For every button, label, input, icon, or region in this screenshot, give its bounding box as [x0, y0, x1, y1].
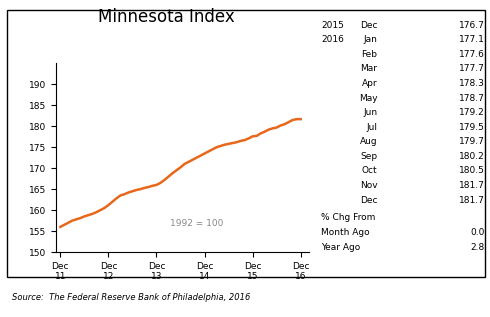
Text: 2015: 2015 — [321, 21, 344, 29]
Text: 177.1: 177.1 — [459, 35, 485, 44]
Text: May: May — [359, 94, 377, 102]
Text: 177.7: 177.7 — [459, 64, 485, 73]
Text: Jan: Jan — [364, 35, 377, 44]
Text: 178.3: 178.3 — [459, 79, 485, 88]
Text: Feb: Feb — [361, 50, 377, 59]
Text: 176.7: 176.7 — [459, 21, 485, 29]
Text: Source:  The Federal Reserve Bank of Philadelphia, 2016: Source: The Federal Reserve Bank of Phil… — [12, 293, 250, 302]
Text: Month Ago: Month Ago — [321, 228, 369, 237]
Text: % Chg From: % Chg From — [321, 213, 375, 222]
Text: 2.8: 2.8 — [471, 243, 485, 251]
Text: 179.2: 179.2 — [459, 108, 485, 117]
Text: Oct: Oct — [362, 166, 377, 175]
Text: Jun: Jun — [363, 108, 377, 117]
Text: Dec: Dec — [360, 21, 377, 29]
Text: Jul: Jul — [367, 123, 377, 132]
Text: 181.7: 181.7 — [459, 196, 485, 204]
Text: 1992 = 100: 1992 = 100 — [170, 219, 223, 228]
Text: 179.5: 179.5 — [459, 123, 485, 132]
Text: 177.6: 177.6 — [459, 50, 485, 59]
Text: Aug: Aug — [360, 137, 377, 146]
Text: 178.7: 178.7 — [459, 94, 485, 102]
Text: 2016: 2016 — [321, 35, 344, 44]
Text: 180.5: 180.5 — [459, 166, 485, 175]
Text: Dec: Dec — [360, 196, 377, 204]
Text: 180.2: 180.2 — [459, 152, 485, 161]
Text: Mar: Mar — [360, 64, 377, 73]
Text: Sep: Sep — [360, 152, 377, 161]
Text: Nov: Nov — [360, 181, 377, 190]
Text: Apr: Apr — [362, 79, 377, 88]
Text: 179.7: 179.7 — [459, 137, 485, 146]
Text: Year Ago: Year Ago — [321, 243, 360, 251]
Text: 181.7: 181.7 — [459, 181, 485, 190]
Text: 0.0: 0.0 — [471, 228, 485, 237]
Text: Minnesota Index: Minnesota Index — [98, 8, 235, 26]
